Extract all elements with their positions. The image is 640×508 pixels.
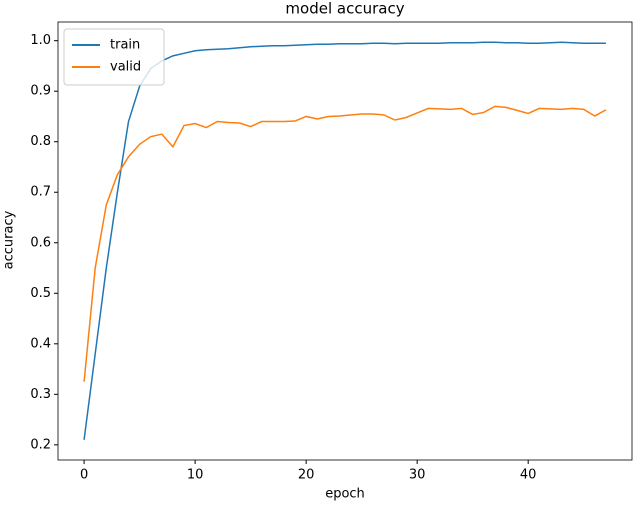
legend-box [63,28,165,86]
y-tick-label: 0.2 [30,437,51,452]
x-tick-label: 30 [409,468,426,483]
chart-title: model accuracy [285,0,404,18]
y-tick-label: 0.8 [30,134,51,149]
legend-label: valid [110,60,141,75]
y-tick-label: 0.6 [30,235,51,250]
y-axis-label: accuracy [2,210,17,269]
y-tick-label: 0.4 [30,336,51,351]
x-tick-label: 40 [520,468,537,483]
x-tick-label: 20 [298,468,315,483]
y-tick-label: 0.3 [30,387,51,402]
y-tick-label: 0.9 [30,84,51,99]
line [83,105,607,382]
x-tick-label: 0 [80,468,88,483]
line [83,41,606,440]
x-tick-label: 10 [187,468,204,483]
plot-frame [57,21,633,461]
x-axis-label: epoch [325,487,365,502]
y-tick-label: 0.7 [30,185,51,200]
legend-label: train [110,38,140,53]
y-tick-label: 0.5 [30,286,51,301]
y-tick-label: 1.0 [30,33,51,48]
